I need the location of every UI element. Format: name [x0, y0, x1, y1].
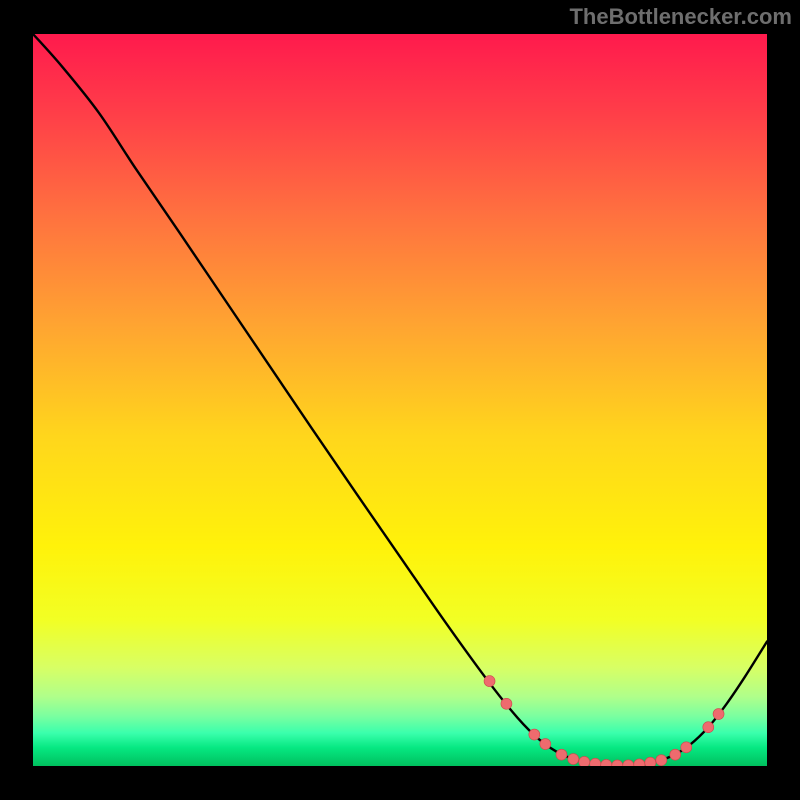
data-marker — [540, 739, 551, 750]
attribution-label: TheBottlenecker.com — [569, 4, 792, 30]
plot-svg — [33, 34, 767, 766]
chart-root: TheBottlenecker.com — [0, 0, 800, 800]
data-marker — [681, 742, 692, 753]
plot-background — [33, 34, 767, 766]
data-marker — [579, 756, 590, 766]
data-marker — [568, 754, 579, 765]
data-marker — [656, 755, 667, 766]
data-marker — [645, 757, 656, 766]
data-marker — [484, 676, 495, 687]
data-marker — [670, 749, 681, 760]
data-marker — [501, 698, 512, 709]
plot-area — [33, 34, 767, 766]
data-marker — [703, 722, 714, 733]
data-marker — [556, 749, 567, 760]
data-marker — [713, 709, 724, 720]
data-marker — [529, 729, 540, 740]
